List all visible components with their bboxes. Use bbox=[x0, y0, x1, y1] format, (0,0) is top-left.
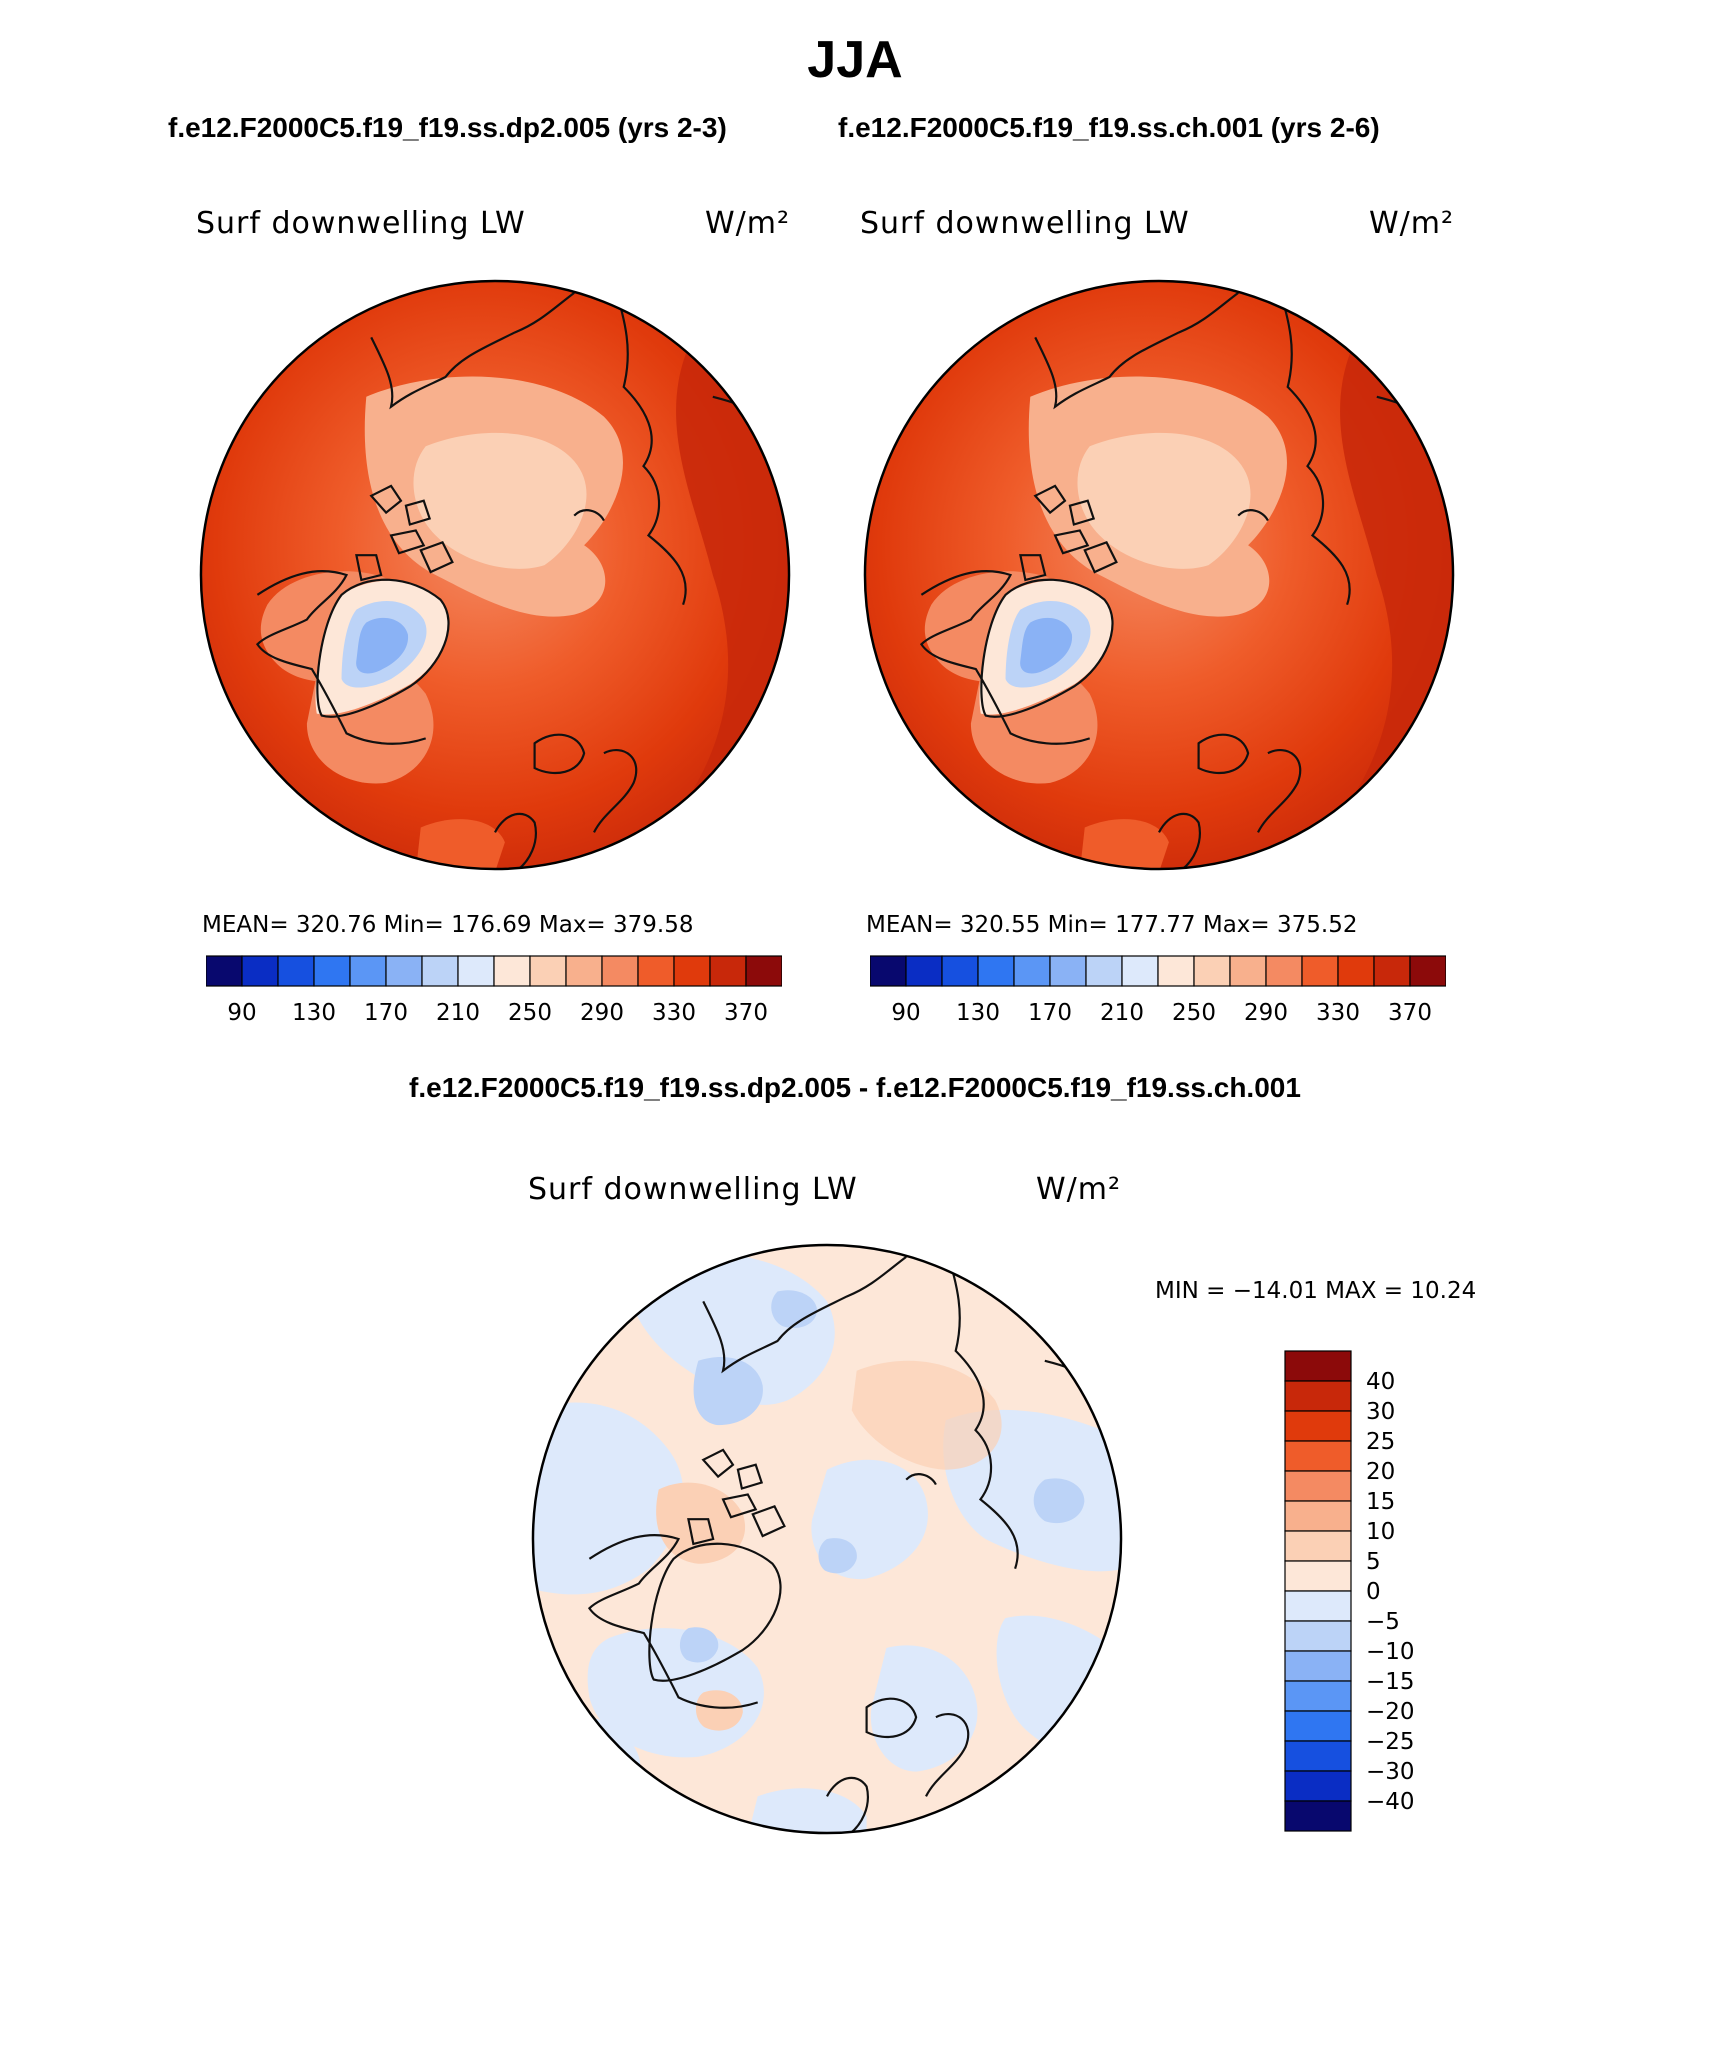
colorbar-tick-label: 370 bbox=[724, 1000, 768, 1026]
colorbar-swatch bbox=[565, 955, 603, 987]
colorbar-tick-label: 0 bbox=[1366, 1579, 1381, 1605]
colorbar-left: 90 130 170 210 250 290 330 370 bbox=[205, 955, 783, 1027]
colorbar-tick-label: 250 bbox=[508, 1000, 552, 1026]
colorbar-tick-label: −25 bbox=[1366, 1729, 1415, 1755]
colorbar-swatch bbox=[1284, 1350, 1352, 1382]
panel-title-left: Surf downwelling LW bbox=[196, 206, 526, 241]
colorbar-swatch bbox=[1157, 955, 1195, 987]
colorbar-swatch bbox=[1284, 1560, 1352, 1592]
colorbar-tick-label: −5 bbox=[1366, 1609, 1400, 1635]
polar-map-left bbox=[198, 278, 792, 872]
colorbar-swatch bbox=[941, 955, 979, 987]
colorbar-tick-label: 5 bbox=[1366, 1549, 1381, 1575]
colorbar-swatch bbox=[457, 955, 495, 987]
colorbar-swatch bbox=[1121, 955, 1159, 987]
figure-title: JJA bbox=[807, 31, 903, 89]
colorbar-swatch bbox=[1337, 955, 1375, 987]
colorbar-swatch bbox=[601, 955, 639, 987]
colorbar-diff: 40 30 25 20 15 10 5 0 −5 −10 −15 −20 −25 −30 −40 bbox=[1284, 1350, 1424, 1832]
colorbar-swatch bbox=[869, 955, 907, 987]
colorbar-tick-label: 15 bbox=[1366, 1489, 1395, 1515]
colorbar-tick-label: 370 bbox=[1388, 1000, 1432, 1026]
colorbar-swatch bbox=[493, 955, 531, 987]
colorbar-swatch bbox=[1284, 1770, 1352, 1802]
colorbar-tick-label: 250 bbox=[1172, 1000, 1216, 1026]
colorbar-swatch bbox=[1284, 1530, 1352, 1562]
colorbar-swatch bbox=[1049, 955, 1087, 987]
colorbar-swatch bbox=[1284, 1740, 1352, 1772]
colorbar-swatch bbox=[1229, 955, 1267, 987]
polar-map-diff bbox=[530, 1242, 1124, 1836]
colorbar-tick-label: 10 bbox=[1366, 1519, 1395, 1545]
colorbar-tick-label: 20 bbox=[1366, 1459, 1395, 1485]
polar-map-right bbox=[862, 278, 1456, 872]
colorbar-tick-label: 290 bbox=[580, 1000, 624, 1026]
colorbar-swatch bbox=[1284, 1620, 1352, 1652]
colorbar-swatch bbox=[1284, 1500, 1352, 1532]
colorbar-swatch bbox=[1301, 955, 1339, 987]
panel-title-diff: Surf downwelling LW bbox=[528, 1172, 858, 1207]
colorbar-swatch bbox=[313, 955, 351, 987]
colorbar-swatch bbox=[1265, 955, 1303, 987]
colorbar-swatch bbox=[1284, 1380, 1352, 1412]
colorbar-swatch bbox=[977, 955, 1015, 987]
colorbar-tick-label: −40 bbox=[1366, 1789, 1415, 1815]
colorbar-swatch bbox=[1409, 955, 1447, 987]
colorbar-tick-label: −15 bbox=[1366, 1669, 1415, 1695]
colorbar-tick-label: 130 bbox=[956, 1000, 1000, 1026]
colorbar-tick-label: 330 bbox=[652, 1000, 696, 1026]
colorbar-tick-label: −30 bbox=[1366, 1759, 1415, 1785]
colorbar-tick-label: 210 bbox=[1100, 1000, 1144, 1026]
colorbar-swatch bbox=[241, 955, 279, 987]
colorbar-swatch bbox=[1284, 1470, 1352, 1502]
stats-right: MEAN= 320.55 Min= 177.77 Max= 375.52 bbox=[866, 912, 1358, 938]
panel-units-diff: W/m² bbox=[1036, 1172, 1122, 1207]
colorbar-swatch bbox=[277, 955, 315, 987]
panel-units-right: W/m² bbox=[1369, 206, 1455, 241]
colorbar-swatch bbox=[1193, 955, 1231, 987]
colorbar-tick-label: 130 bbox=[292, 1000, 336, 1026]
colorbar-swatch bbox=[1284, 1590, 1352, 1622]
colorbar-swatch bbox=[1284, 1800, 1352, 1832]
colorbar-tick-label: 40 bbox=[1366, 1369, 1395, 1395]
colorbar-tick-label: −10 bbox=[1366, 1639, 1415, 1665]
colorbar-tick-label: 170 bbox=[1028, 1000, 1072, 1026]
panel-units-left: W/m² bbox=[705, 206, 791, 241]
colorbar-swatch bbox=[1284, 1650, 1352, 1682]
colorbar-tick-label: 90 bbox=[227, 1000, 256, 1026]
colorbar-swatch bbox=[745, 955, 783, 987]
colorbar-swatch bbox=[349, 955, 387, 987]
panel-title-right: Surf downwelling LW bbox=[860, 206, 1190, 241]
colorbar-tick-label: 210 bbox=[436, 1000, 480, 1026]
stats-left: MEAN= 320.76 Min= 176.69 Max= 379.58 bbox=[202, 912, 694, 938]
colorbar-right: 90 130 170 210 250 290 330 370 bbox=[869, 955, 1447, 1027]
colorbar-tick-label: 25 bbox=[1366, 1429, 1395, 1455]
colorbar-tick-label: −20 bbox=[1366, 1699, 1415, 1725]
colorbar-swatch bbox=[205, 955, 243, 987]
colorbar-tick-label: 170 bbox=[364, 1000, 408, 1026]
colorbar-swatch bbox=[385, 955, 423, 987]
colorbar-swatch bbox=[421, 955, 459, 987]
colorbar-swatch bbox=[1284, 1410, 1352, 1442]
colorbar-swatch bbox=[1373, 955, 1411, 987]
case-title-right: f.e12.F2000C5.f19_f19.ss.ch.001 (yrs 2-6… bbox=[838, 112, 1380, 143]
colorbar-swatch bbox=[1013, 955, 1051, 987]
case-title-left: f.e12.F2000C5.f19_f19.ss.dp2.005 (yrs 2-… bbox=[168, 112, 727, 143]
colorbar-swatch bbox=[673, 955, 711, 987]
colorbar-tick-label: 30 bbox=[1366, 1399, 1395, 1425]
colorbar-swatch bbox=[905, 955, 943, 987]
colorbar-tick-label: 330 bbox=[1316, 1000, 1360, 1026]
colorbar-tick-label: 290 bbox=[1244, 1000, 1288, 1026]
colorbar-swatch bbox=[529, 955, 567, 987]
colorbar-swatch bbox=[1284, 1440, 1352, 1472]
colorbar-swatch bbox=[1284, 1680, 1352, 1712]
colorbar-swatch bbox=[1085, 955, 1123, 987]
colorbar-swatch bbox=[709, 955, 747, 987]
colorbar-swatch bbox=[1284, 1710, 1352, 1742]
stats-diff: MIN = −14.01 MAX = 10.24 bbox=[1155, 1278, 1477, 1304]
difference-title: f.e12.F2000C5.f19_f19.ss.dp2.005 - f.e12… bbox=[409, 1072, 1301, 1103]
colorbar-swatch bbox=[637, 955, 675, 987]
colorbar-tick-label: 90 bbox=[891, 1000, 920, 1026]
